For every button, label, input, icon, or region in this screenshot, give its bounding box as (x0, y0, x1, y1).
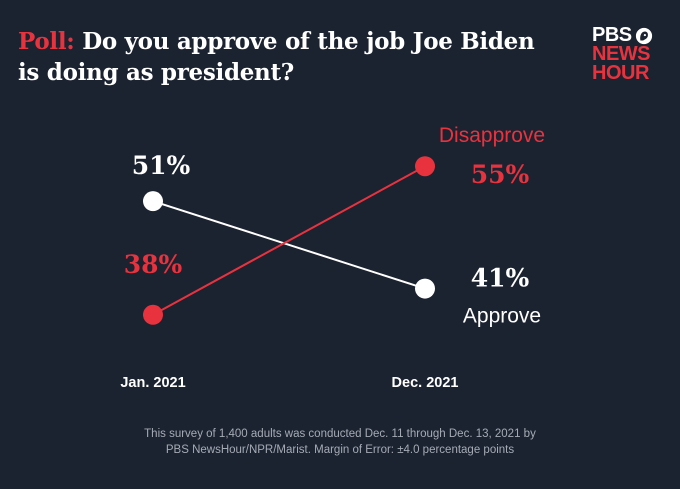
logo-line-news: NEWS (592, 43, 650, 65)
logo-line-pbs: PBS (592, 24, 632, 46)
title-question: Do you approve of the job Joe Biden is d… (18, 28, 535, 86)
footnote: This survey of 1,400 adults was conducte… (0, 426, 680, 458)
approve-value-label-1: 51% (132, 151, 191, 180)
x-category-label-1: Jan. 2021 (120, 375, 185, 391)
disapprove-point-2 (415, 156, 435, 177)
disapprove-series-name-label: Disapprove (439, 124, 545, 147)
approve-point-1 (143, 191, 163, 212)
disapprove-value-label-1: 38% (124, 250, 183, 279)
title-prefix: Poll: (18, 28, 75, 55)
approve-point-2 (415, 278, 435, 299)
approve-series-name-label: Approve (463, 305, 541, 328)
footnote-line-1: This survey of 1,400 adults was conducte… (144, 428, 536, 440)
logo-line-hour: HOUR (592, 62, 649, 84)
chart-title: Poll: Do you approve of the job Joe Bide… (18, 26, 538, 88)
x-category-label-2: Dec. 2021 (392, 375, 459, 391)
approve-value-label-2: 41% (471, 264, 530, 293)
approve-series-line (152, 200, 426, 290)
pbs-newshour-logo: PBS NEWS HOUR (592, 24, 653, 84)
disapprove-point-1 (143, 304, 163, 325)
disapprove-value-label-2: 55% (471, 160, 530, 189)
pbs-head-icon (635, 27, 652, 44)
footnote-line-2: PBS NewsHour/NPR/Marist. Margin of Error… (165, 444, 515, 456)
disapprove-series-line (152, 165, 426, 316)
slope-chart: 51% 41% Approve 38% 55% Disapprove Jan. 2021 De… (120, 124, 545, 391)
